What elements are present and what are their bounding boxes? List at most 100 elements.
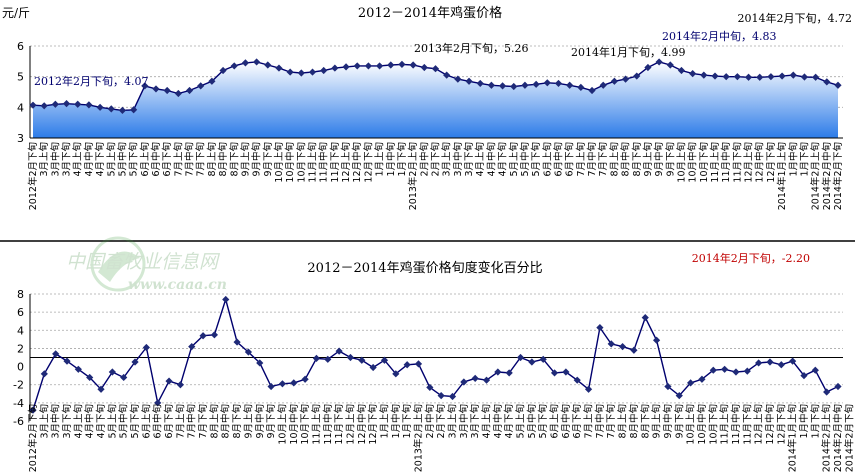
x-tick-label: 5月下旬 (129, 404, 141, 439)
data-point-marker (778, 72, 786, 80)
bottom-gridlines (30, 293, 843, 404)
data-point-marker (800, 372, 808, 380)
data-point-marker (767, 73, 775, 81)
x-tick-label: 8月中旬 (628, 404, 640, 439)
x-tick-label: 8月上旬 (617, 404, 629, 439)
data-point-marker (199, 332, 207, 340)
x-tick-label: 3月上旬 (38, 142, 50, 177)
data-point-marker (222, 295, 230, 304)
data-point-marker (577, 83, 585, 91)
x-tick-label: 4月下旬 (497, 142, 509, 177)
data-point-marker (387, 61, 395, 69)
data-point-marker (521, 81, 529, 89)
data-point-marker (409, 61, 417, 69)
x-tick-label: 3月下旬 (469, 404, 481, 439)
x-tick-label: 10月中旬 (696, 404, 708, 445)
bottom-chart-title: 2012－2014年鸡蛋价格旬度变化百分比 (307, 260, 542, 276)
x-tick-label: 7月中旬 (586, 142, 598, 177)
data-point-marker (777, 361, 785, 369)
x-tick-label: 11月上旬 (709, 142, 721, 183)
data-point-marker (675, 392, 683, 400)
x-tick-label: 7月中旬 (184, 142, 196, 177)
x-tick-label: 9月下旬 (664, 142, 676, 177)
x-tick-label: 4月下旬 (94, 142, 106, 177)
data-point-marker (97, 385, 105, 393)
x-tick-label: 6月上旬 (139, 142, 151, 177)
bottom-latest-label: 2014年2月下旬，-2.20 (692, 251, 810, 265)
x-tick-label: 7月上旬 (172, 142, 184, 177)
x-tick-label: 8月上旬 (208, 404, 220, 439)
data-point-marker (142, 343, 150, 352)
bottom-chart: 2012－2014年鸡蛋价格旬度变化百分比 2014年2月下旬，-2.20 -6… (13, 251, 855, 472)
data-point-marker (744, 73, 753, 81)
x-tick-label: 12月中旬 (754, 142, 766, 183)
data-point-marker (700, 71, 708, 79)
x-tick-label: 4月下旬 (95, 404, 107, 439)
bottom-y-tick-labels: -6 -4 -2 0 2 4 6 8 (13, 288, 24, 428)
y-tick-label: 4 (17, 324, 24, 337)
data-point-marker (766, 358, 774, 366)
x-tick-label: 3月下旬 (463, 142, 475, 177)
x-tick-label: 12月下旬 (775, 404, 787, 445)
x-tick-label: 7月下旬 (597, 142, 609, 177)
x-tick-label: 9月下旬 (262, 142, 274, 177)
x-tick-label: 12月下旬 (362, 142, 374, 183)
x-tick-label: 5月中旬 (519, 142, 531, 177)
data-point-marker (633, 72, 641, 80)
y-tick-label: 2 (17, 342, 24, 355)
data-point-marker (275, 64, 283, 72)
x-tick-label: 11月中旬 (322, 404, 334, 445)
x-tick-label: 4月上旬 (474, 142, 486, 177)
x-tick-label: 12月中旬 (356, 404, 368, 445)
data-point-marker (233, 338, 241, 346)
data-point-marker (40, 370, 48, 378)
x-tick-label: 9月上旬 (642, 142, 654, 177)
data-point-marker (141, 82, 149, 90)
data-point-marker (630, 346, 638, 354)
x-tick-label: 5月中旬 (526, 404, 538, 439)
x-tick-label: 5月下旬 (530, 142, 542, 177)
watermark-cn: 中国畜牧业信息网 (66, 251, 221, 273)
x-tick-label: 9月中旬 (653, 142, 665, 177)
y-tick-label: 0 (17, 361, 24, 374)
bottom-x-tick-labels: 2012年2月下旬 3月上旬 3月中旬 3月下旬 4月上旬 4月中旬 4月下旬 5月上旬 5月中… (27, 404, 855, 472)
data-point-marker (588, 86, 596, 95)
data-point-marker (532, 80, 540, 88)
x-tick-label: 3月上旬 (441, 142, 453, 177)
x-tick-label: 6月中旬 (150, 142, 162, 177)
top-chart-unit: 元/斤 (2, 6, 30, 20)
data-point-marker (823, 388, 831, 396)
data-point-marker (210, 331, 219, 339)
data-point-marker (454, 75, 462, 83)
x-tick-label: 11月中旬 (720, 142, 732, 183)
data-point-marker (176, 381, 184, 389)
data-point-marker (482, 376, 491, 384)
data-point-marker (107, 105, 115, 113)
x-tick-label: 7月上旬 (575, 142, 587, 177)
x-tick-label: 8月下旬 (631, 142, 643, 177)
data-point-marker (74, 365, 82, 373)
x-tick-label: 2014年2月上旬 (810, 142, 822, 210)
data-point-marker (756, 73, 764, 81)
x-tick-label: 2月下旬 (430, 142, 442, 177)
top-price-area (33, 61, 838, 138)
x-tick-label: 10月下旬 (707, 404, 719, 445)
data-point-marker (543, 79, 551, 87)
x-tick-label: 3月上旬 (447, 404, 459, 439)
data-point-marker (834, 81, 842, 89)
data-point-marker (554, 79, 563, 88)
x-tick-label: 1月上旬 (374, 142, 386, 177)
data-point-marker (550, 369, 559, 377)
x-tick-label: 9月上旬 (242, 404, 254, 439)
data-point-marker (644, 63, 652, 72)
data-point-marker (476, 79, 484, 88)
data-point-marker (431, 65, 440, 73)
x-tick-label: 2014年1月上旬 (776, 142, 788, 210)
x-tick-label: 11月下旬 (333, 404, 345, 445)
x-tick-label: 9月下旬 (265, 404, 277, 439)
x-tick-label: 9月下旬 (673, 404, 685, 439)
y-tick-label: 3 (17, 132, 24, 145)
x-tick-label: 1月中旬 (798, 404, 810, 439)
x-tick-label: 4月中旬 (84, 404, 96, 439)
